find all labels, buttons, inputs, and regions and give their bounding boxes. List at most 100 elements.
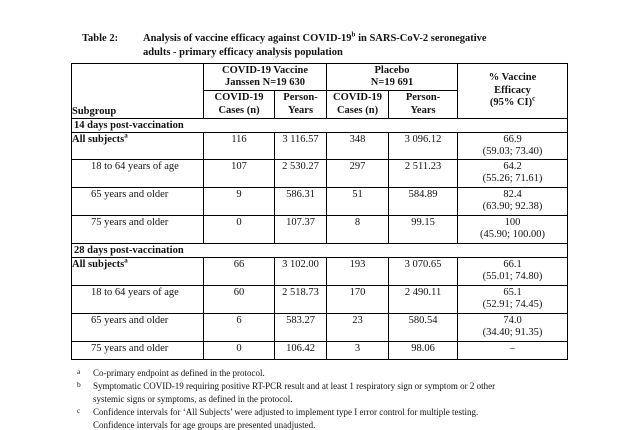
efficacy-ci: (52.91; 74.45) <box>482 299 543 311</box>
subgroup-superscript-a: a <box>124 132 128 140</box>
vaccine-group-line-1: COVID-19 Vaccine <box>221 64 309 76</box>
subgroup-superscript-a: a <box>124 257 128 265</box>
vaccine-efficacy-cell: 66.9 (59.03; 73.40) <box>457 132 569 160</box>
table-row: 65 years and older 9 586.31 51 584.89 82… <box>71 187 569 216</box>
table-row: All subjectsa 116 3 116.57 348 3 096.12 … <box>71 132 569 160</box>
footnotes: a Co-primary endpoint as defined in the … <box>77 366 585 430</box>
placebo-cases-cell: 348 <box>326 132 390 160</box>
efficacy-ci: (59.03; 73.40) <box>482 146 543 158</box>
vaccine-cases-cell: 116 <box>203 132 275 160</box>
efficacy-value: 66.1 <box>503 259 522 270</box>
vaccine-person-years-cell: 2 518.73 <box>273 285 328 314</box>
footnote-c: c Confidence intervals for ‘All Subjects… <box>77 406 585 430</box>
section-label: 14 days post-vaccination <box>70 118 569 133</box>
table-title-line-2: adults - primary efficacy analysis popul… <box>143 47 343 58</box>
title-text-part2: in SARS-CoV-2 seronegative <box>355 33 487 44</box>
subgroup-cell: 75 years and older <box>71 341 204 360</box>
subgroup-cell: 75 years and older <box>71 215 204 244</box>
placebo-person-years-cell: 580.54 <box>388 313 459 342</box>
vaccine-person-years-cell: 586.31 <box>273 187 328 216</box>
efficacy-value: 82.4 <box>503 189 522 200</box>
placebo-cases-cell: 8 <box>326 215 390 244</box>
vaccine-cases-cell: 6 <box>203 313 275 342</box>
vaccine-cases-cell: 0 <box>203 341 275 360</box>
vaccine-person-years-cell: 3 116.57 <box>273 132 328 160</box>
placebo-cases-line-2: Cases (n) <box>336 104 379 116</box>
vaccine-person-years-cell: 2 530.27 <box>273 159 328 188</box>
vaccine-efficacy-cell: 82.4 (63.90; 92.38) <box>457 187 569 216</box>
efficacy-value: 64.2 <box>503 161 522 172</box>
column-header-vaccine-cases: COVID-19 Cases (n) <box>203 90 275 119</box>
section-label: 28 days post-vaccination <box>70 243 569 258</box>
efficacy-header-line-3: (95% CI)c <box>459 94 567 110</box>
table-title: Table 2: Analysis of vaccine efficacy ag… <box>82 30 582 60</box>
footnote-c-line-2: Confidence intervals for age groups are … <box>93 419 316 430</box>
vaccine-efficacy-cell: 74.0 (34.40; 91.35) <box>457 313 569 342</box>
efficacy-ci: (34.40; 91.35) <box>482 327 543 339</box>
column-group-placebo: Placebo N=19 691 <box>326 63 459 91</box>
vaccine-efficacy-cell: – <box>457 341 569 360</box>
efficacy-superscript-c: c <box>532 94 536 103</box>
vaccine-efficacy-cell: 66.1 (55.01; 74.80) <box>457 257 569 286</box>
placebo-person-years-cell: 3 096.12 <box>388 132 459 160</box>
placebo-cases-cell: 51 <box>326 187 390 216</box>
vaccine-group-line-2: Janssen N=19 630 <box>224 77 306 88</box>
placebo-cases-cell: 170 <box>326 285 390 314</box>
footnote-a-line-1: Co-primary endpoint as defined in the pr… <box>93 368 265 378</box>
section-row-14-days: 14 days post-vaccination <box>70 118 569 133</box>
table-row: 18 to 64 years of age 107 2 530.27 297 2… <box>71 159 569 188</box>
header-group-row: Subgroup COVID-19 Vaccine Janssen N=19 6… <box>71 63 569 119</box>
placebo-person-years-cell: 98.06 <box>388 341 459 360</box>
placebo-cases-cell: 23 <box>326 313 390 342</box>
section-row-28-days: 28 days post-vaccination <box>70 243 569 258</box>
vaccine-cases-cell: 66 <box>203 257 275 286</box>
footnote-b: b Symptomatic COVID-19 requiring positiv… <box>77 380 585 405</box>
vaccine-cases-cell: 0 <box>203 215 275 244</box>
efficacy-ci: (63.90; 92.38) <box>482 201 543 213</box>
efficacy-ci: (55.26; 71.61) <box>482 173 543 185</box>
footnote-marker-c: c <box>77 406 81 416</box>
subgroup-cell: 65 years and older <box>71 313 204 342</box>
efficacy-header-ci: (95% CI) <box>489 97 533 109</box>
vaccine-cases-cell: 60 <box>203 285 275 314</box>
vaccine-cases-line-1: COVID-19 <box>214 92 264 103</box>
efficacy-value: – <box>509 343 516 354</box>
subgroup-cell: All subjectsa <box>71 132 204 160</box>
subgroup-cell: 65 years and older <box>71 187 204 216</box>
placebo-person-years-cell: 3 070.65 <box>388 257 459 286</box>
subgroup-cell: All subjectsa <box>71 257 204 286</box>
subgroup-label: All subjects <box>72 134 125 145</box>
subgroup-cell: 18 to 64 years of age <box>71 285 204 314</box>
vaccine-efficacy-cell: 65.1 (52.91; 74.45) <box>457 285 569 314</box>
vaccine-person-years-cell: 3 102.00 <box>273 257 328 286</box>
efficacy-value: 66.9 <box>503 134 522 145</box>
footnote-b-line-1: Symptomatic COVID-19 requiring positive … <box>93 381 496 392</box>
placebo-person-years-cell: 584.89 <box>388 187 459 216</box>
vaccine-cases-cell: 107 <box>203 159 275 188</box>
title-text-part1: Analysis of vaccine efficacy against COV… <box>143 33 352 44</box>
column-group-vaccine: COVID-19 Vaccine Janssen N=19 630 <box>202 63 328 91</box>
vaccine-person-years-cell: 583.27 <box>273 313 328 342</box>
footnote-text: Co-primary endpoint as defined in the pr… <box>93 367 265 379</box>
table-title-label: Table 2: <box>82 33 119 44</box>
vaccine-person-years-cell: 107.37 <box>273 215 328 244</box>
efficacy-header-line-1: % Vaccine <box>488 72 537 84</box>
column-header-placebo-person-years: Person- Years <box>388 90 459 119</box>
vaccine-person-years-cell: 106.42 <box>273 341 328 360</box>
footnote-text: Symptomatic COVID-19 requiring positive … <box>93 380 495 405</box>
table-row: 75 years and older 0 107.37 8 99.15 100 … <box>71 215 569 244</box>
placebo-person-years-cell: 99.15 <box>388 215 459 244</box>
title-superscript-b: b <box>351 30 356 39</box>
subgroup-cell: 18 to 64 years of age <box>71 159 204 188</box>
subgroup-label: All subjects <box>72 259 125 270</box>
efficacy-value: 100 <box>504 217 521 228</box>
placebo-py-line-2: Years <box>410 104 436 116</box>
footnote-marker-b: b <box>77 380 81 390</box>
efficacy-value: 65.1 <box>503 287 522 298</box>
column-header-vaccine-efficacy: % Vaccine Efficacy (95% CI)c <box>457 63 569 119</box>
footnote-c-line-1: Confidence intervals for ‘All Subjects’ … <box>93 407 479 418</box>
efficacy-value: 74.0 <box>503 315 522 326</box>
placebo-person-years-cell: 2 490.11 <box>388 285 459 314</box>
column-header-placebo-cases: COVID-19 Cases (n) <box>326 90 390 119</box>
